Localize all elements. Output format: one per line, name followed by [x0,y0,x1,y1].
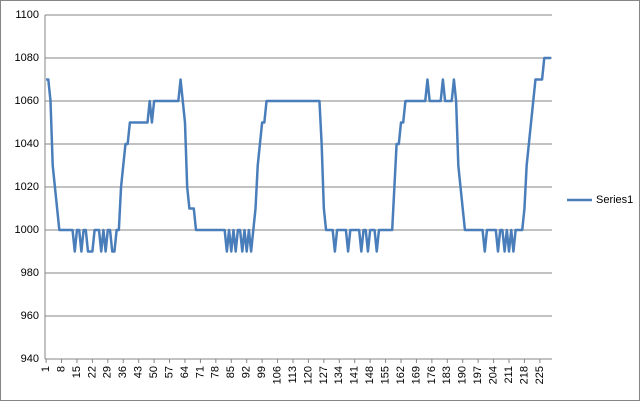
x-tick-label: 36 [117,366,129,378]
x-tick-label: 169 [410,366,422,384]
x-tick-label: 99 [256,366,268,378]
x-tick-label: 15 [71,366,83,378]
y-tick-label: 960 [21,310,39,322]
x-tick-label: 113 [287,366,299,384]
x-tick-label: 162 [395,366,407,384]
x-tick-label: 148 [364,366,376,384]
y-tick-label: 1000 [15,224,39,236]
x-tick-label: 127 [318,366,330,384]
x-tick-label: 106 [271,366,283,384]
x-tick-label: 50 [148,366,160,378]
x-tick-label: 218 [518,366,530,384]
legend-label: Series1 [596,194,633,206]
x-tick-label: 120 [302,366,314,384]
x-tick-label: 57 [163,366,175,378]
y-tick-label: 940 [21,353,39,365]
x-tick-label: 225 [534,366,546,384]
y-tick-label: 1080 [15,52,39,64]
x-tick-label: 92 [241,366,253,378]
x-tick-label: 71 [194,366,206,378]
x-tick-label: 85 [225,366,237,378]
x-tick-label: 29 [102,366,114,378]
x-tick-label: 8 [55,366,67,372]
x-tick-label: 78 [210,366,222,378]
x-tick-label: 43 [133,366,145,378]
x-tick-label: 155 [379,366,391,384]
x-tick-label: 190 [457,366,469,384]
x-tick-label: 22 [86,366,98,378]
y-tick-label: 1040 [15,138,39,150]
y-tick-label: 1060 [15,95,39,107]
x-tick-label: 204 [487,366,499,384]
y-tick-label: 1020 [15,181,39,193]
x-tick-label: 176 [426,366,438,384]
x-tick-label: 141 [349,366,361,384]
x-tick-label: 134 [333,366,345,384]
x-tick-label: 211 [503,366,515,384]
x-tick-label: 1 [40,366,52,372]
y-tick-label: 980 [21,267,39,279]
data-line [46,56,551,253]
x-tick-label: 197 [472,366,484,384]
x-tick-label: 64 [179,366,191,378]
y-tick-label: 1100 [15,9,39,21]
x-tick-label: 183 [441,366,453,384]
